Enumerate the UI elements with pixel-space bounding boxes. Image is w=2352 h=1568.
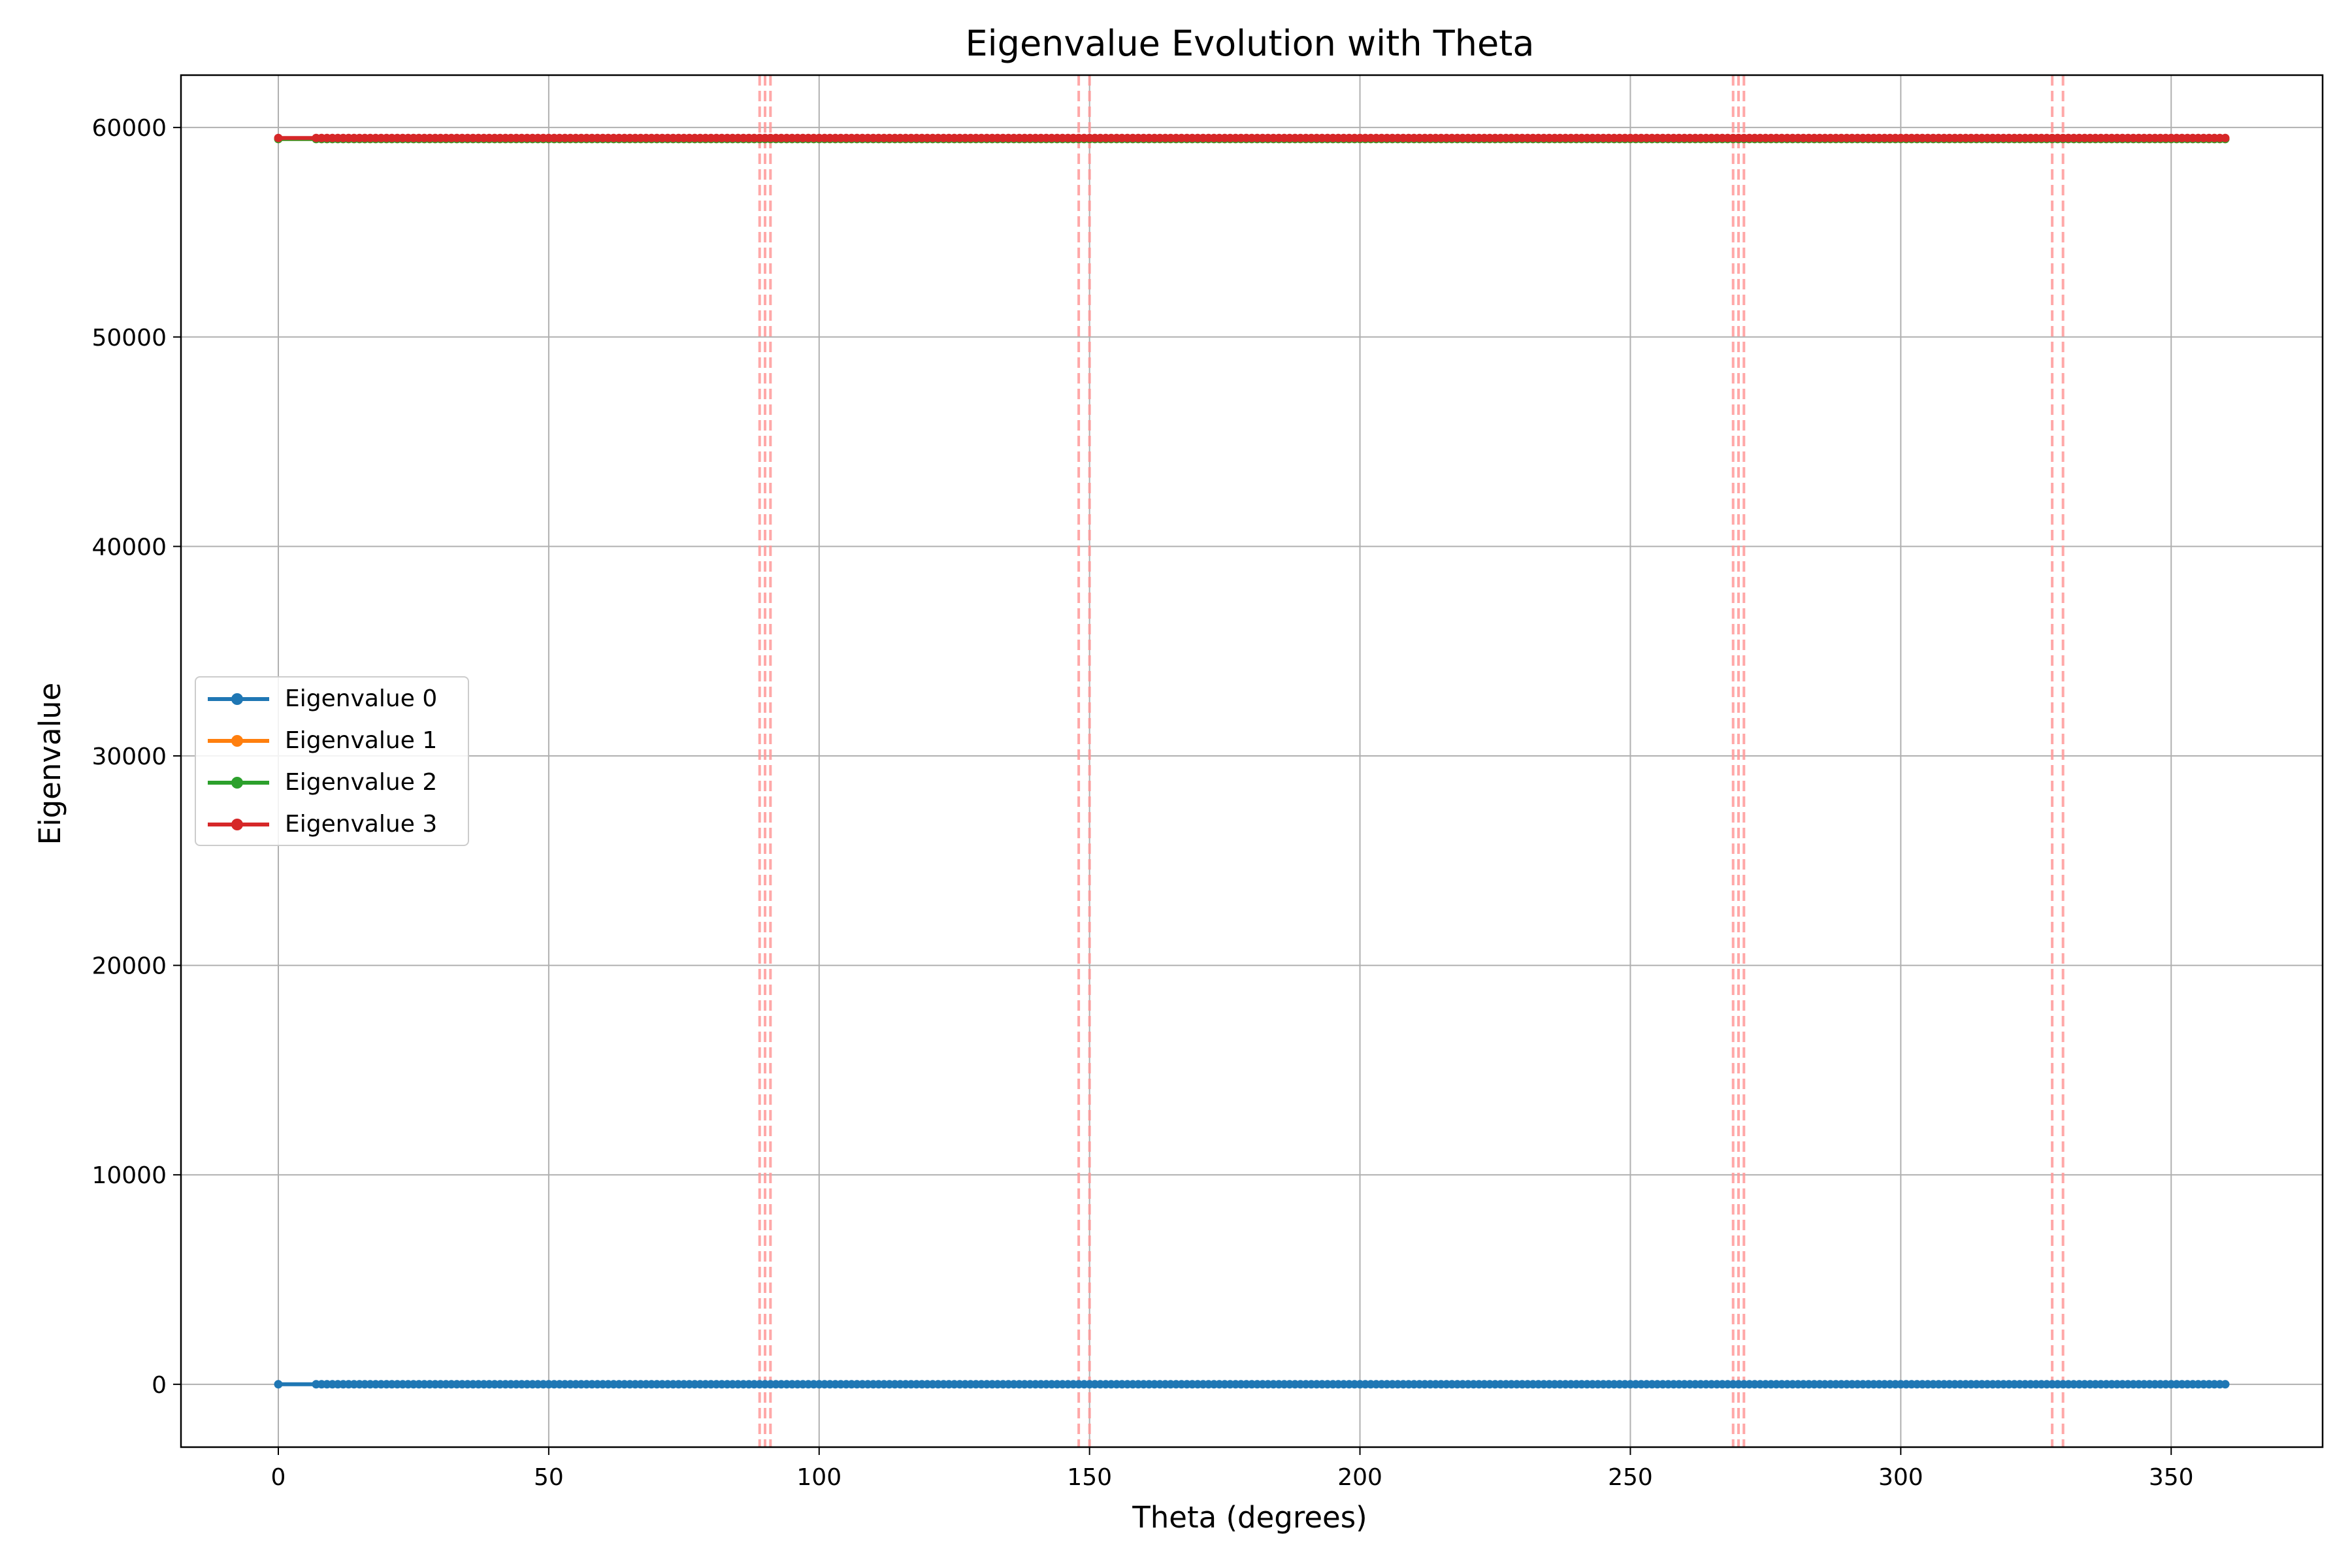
series-3-point — [274, 133, 283, 142]
y-axis-label: Eigenvalue — [33, 683, 67, 845]
x-axis-label: Theta (degrees) — [1132, 1500, 1367, 1535]
x-tick-label: 150 — [1067, 1464, 1112, 1491]
series-0-point — [274, 1380, 283, 1389]
legend-label: Eigenvalue 2 — [285, 768, 438, 796]
x-tick-label: 0 — [271, 1464, 286, 1491]
x-tick-label: 200 — [1337, 1464, 1382, 1491]
y-tick-label: 60000 — [91, 115, 167, 142]
y-tick-label: 20000 — [91, 953, 167, 980]
y-tick-label: 40000 — [91, 534, 167, 561]
y-tick-label: 0 — [152, 1372, 167, 1399]
x-tick-label: 300 — [1878, 1464, 1923, 1491]
legend: Eigenvalue 0 Eigenvalue 1 Eigenvalue 2 E… — [195, 676, 469, 846]
legend-item-eigenvalue-2: Eigenvalue 2 — [196, 762, 468, 802]
legend-label: Eigenvalue 0 — [285, 685, 438, 712]
legend-label: Eigenvalue 1 — [285, 727, 438, 754]
x-tick-label: 350 — [2149, 1464, 2194, 1491]
chart-title: Eigenvalue Evolution with Theta — [966, 23, 1535, 64]
legend-swatch-2 — [208, 762, 269, 802]
threshold-lines — [758, 75, 2065, 1447]
plot-frame — [180, 74, 2324, 1448]
x-tick-label: 250 — [1608, 1464, 1653, 1491]
legend-swatch-3 — [208, 804, 269, 843]
y-tick-label: 30000 — [91, 743, 167, 770]
legend-swatch-1 — [208, 721, 269, 760]
x-tick-label: 50 — [534, 1464, 564, 1491]
legend-item-eigenvalue-3: Eigenvalue 3 — [196, 804, 468, 843]
ticks: 0 50 100 150 200 250 300 350 0 10000 20000 30000 400… — [91, 115, 2193, 1491]
y-tick-label: 50000 — [91, 325, 167, 351]
legend-label: Eigenvalue 3 — [285, 810, 438, 838]
series — [274, 133, 2230, 1389]
x-tick-label: 100 — [796, 1464, 841, 1491]
legend-item-eigenvalue-0: Eigenvalue 0 — [196, 679, 468, 718]
series-0-point — [2221, 1380, 2230, 1389]
y-tick-label: 10000 — [91, 1162, 167, 1189]
legend-swatch-0 — [208, 679, 269, 718]
legend-item-eigenvalue-1: Eigenvalue 1 — [196, 721, 468, 760]
series-3-point — [2221, 133, 2230, 142]
grid — [181, 75, 2323, 1447]
